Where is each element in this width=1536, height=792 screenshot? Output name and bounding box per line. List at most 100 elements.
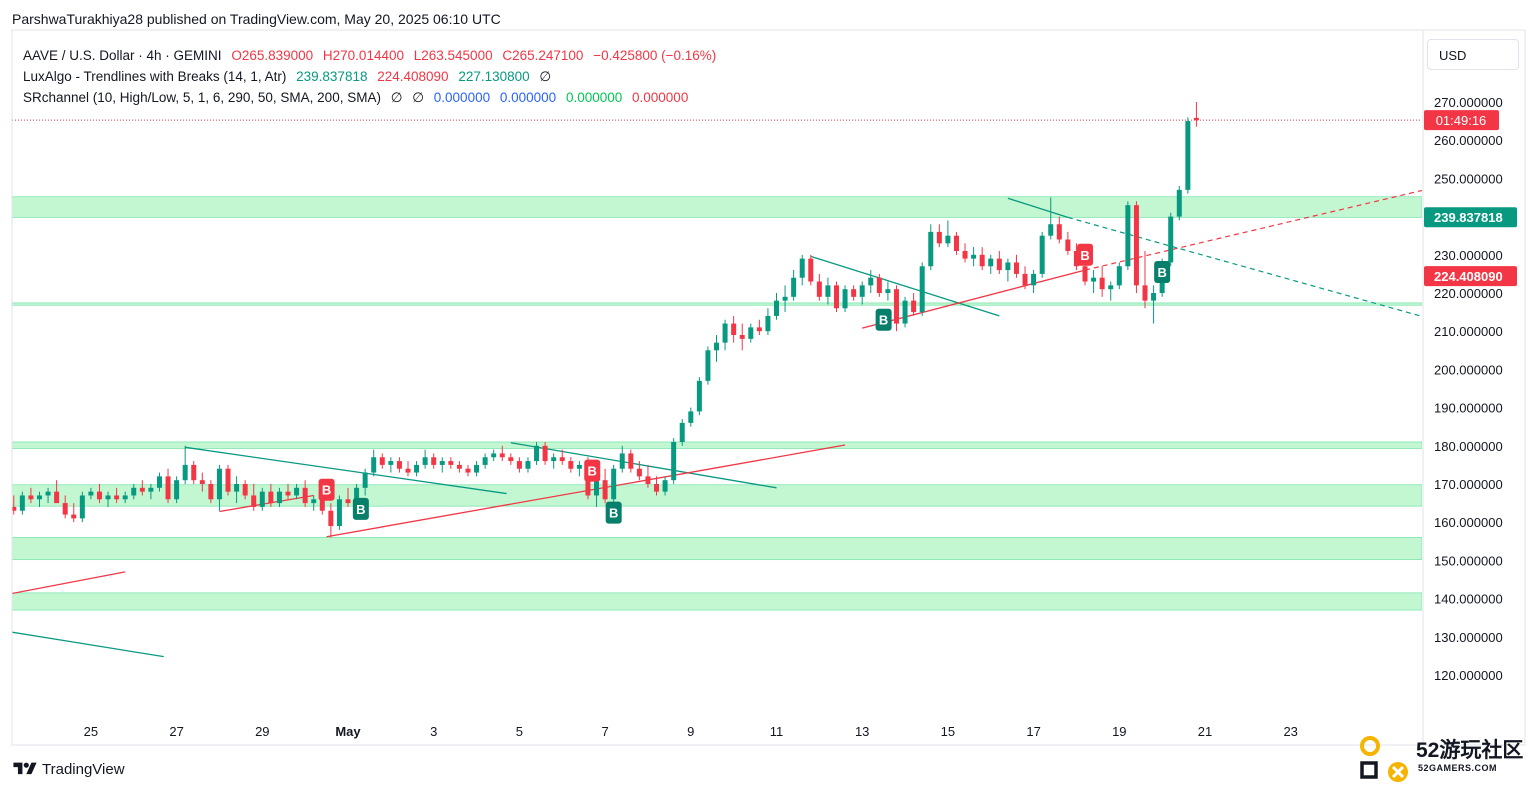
currency-selector[interactable]: USD [1427, 39, 1519, 70]
sr-zone [12, 196, 1422, 218]
luxalgo-value-3: 227.130800 [458, 69, 530, 84]
break-label-badge [1077, 243, 1094, 266]
candle-body [122, 495, 128, 500]
candle-body [336, 499, 342, 527]
axis-marker-label: 224.408090 [1434, 269, 1503, 284]
candle-body [156, 476, 162, 488]
sr-zone [12, 441, 1422, 449]
srchannel-value-2: ∅ [412, 90, 425, 105]
indicator-luxalgo-name[interactable]: LuxAlgo - Trendlines with Breaks (14, 1,… [23, 69, 287, 84]
candle-body [1168, 216, 1174, 263]
candle-body [405, 468, 411, 473]
candle-body [628, 453, 634, 469]
candle-body [876, 277, 882, 293]
date-axis-label: 5 [516, 724, 523, 739]
candle-body [611, 468, 617, 500]
candle-body [833, 285, 839, 309]
candle-body [594, 480, 600, 496]
candle-body [251, 495, 257, 507]
candle-body [465, 468, 471, 473]
price-axis-label: 140.000000 [1434, 592, 1503, 607]
candle-body [645, 476, 651, 484]
candle-body [739, 335, 745, 339]
price-axis-label: 190.000000 [1434, 401, 1503, 416]
candle-body [88, 491, 94, 496]
break-label-text: B [356, 502, 365, 517]
candle-body [602, 480, 608, 500]
candle-body [525, 461, 531, 469]
candle-body [388, 461, 394, 465]
trendline-extension [1084, 189, 1422, 271]
trendline [510, 442, 777, 489]
indicator-srchannel-name[interactable]: SRchannel (10, High/Low, 5, 1, 6, 290, 5… [23, 90, 381, 105]
candle-body [422, 457, 428, 465]
sr-zone [12, 302, 1422, 306]
candle-body [182, 464, 188, 481]
footer-brand[interactable]: TradingView [12, 760, 125, 778]
srchannel-value-5: 0.000000 [565, 90, 623, 105]
candle-body [62, 503, 68, 515]
candle-body [448, 461, 454, 465]
candle-body [96, 491, 102, 500]
candle-body [19, 495, 25, 511]
candle-body [945, 235, 951, 244]
candle-body [28, 495, 34, 500]
axis-marker-badge [1424, 207, 1517, 228]
candle-body [654, 484, 660, 492]
candle-body [1039, 235, 1045, 274]
candle-body [902, 300, 908, 324]
open-value: O265.839000 [231, 48, 314, 63]
candle-body [996, 258, 1002, 271]
candle-body [662, 480, 668, 492]
srchannel-value-3: 0.000000 [433, 90, 491, 105]
price-axis-label: 130.000000 [1434, 630, 1503, 645]
candle-body [1013, 262, 1019, 274]
candle-body [12, 506, 17, 511]
candle-body [1073, 250, 1079, 267]
candle-body [199, 480, 205, 484]
candle-body [705, 350, 711, 381]
candle-body [911, 300, 917, 313]
trendline [12, 571, 126, 595]
candle-body [568, 461, 574, 469]
date-axis-label: 19 [1112, 724, 1126, 739]
candle-body [54, 491, 60, 504]
candle-body [1116, 266, 1122, 286]
symbol-title[interactable]: AAVE / U.S. Dollar · 4h · GEMINI [23, 48, 222, 63]
candle-body [1193, 117, 1199, 121]
candle-body [1048, 224, 1054, 236]
candle-body [516, 461, 522, 469]
date-axis-label: 9 [687, 724, 694, 739]
candle-body [1142, 285, 1148, 301]
trendline-extension [1067, 216, 1422, 318]
price-axis-label: 210.000000 [1434, 324, 1503, 339]
price-axis-label: 200.000000 [1434, 362, 1503, 377]
candle-body [508, 457, 514, 462]
sr-zone [12, 537, 1422, 561]
candle-body [748, 327, 754, 339]
candle-body [825, 285, 831, 297]
candle-body [1022, 273, 1028, 286]
candle-body [345, 499, 351, 504]
candle-body [491, 453, 497, 458]
date-axis-label: 17 [1026, 724, 1040, 739]
legend: AAVE / U.S. Dollar · 4h · GEMINI O265.83… [23, 45, 716, 108]
candle-body [285, 491, 291, 496]
close-value: C265.247100 [502, 48, 584, 63]
date-axis-label: 15 [941, 724, 955, 739]
break-label-text: B [588, 464, 597, 479]
price-axis-label: 270.000000 [1434, 95, 1503, 110]
candle-body [311, 499, 317, 504]
break-label-badge [352, 497, 369, 520]
candle-body [1065, 239, 1071, 251]
candle-body [731, 323, 737, 336]
countdown-badge [1424, 110, 1499, 131]
candle-body [396, 461, 402, 469]
price-axis-label: 230.000000 [1434, 248, 1503, 263]
candle-body [431, 457, 437, 465]
candle-body [174, 480, 180, 500]
candle-body [1056, 224, 1062, 240]
candle-body [499, 453, 505, 458]
watermark-subtext: 52GAMERS.COM [1418, 763, 1498, 773]
